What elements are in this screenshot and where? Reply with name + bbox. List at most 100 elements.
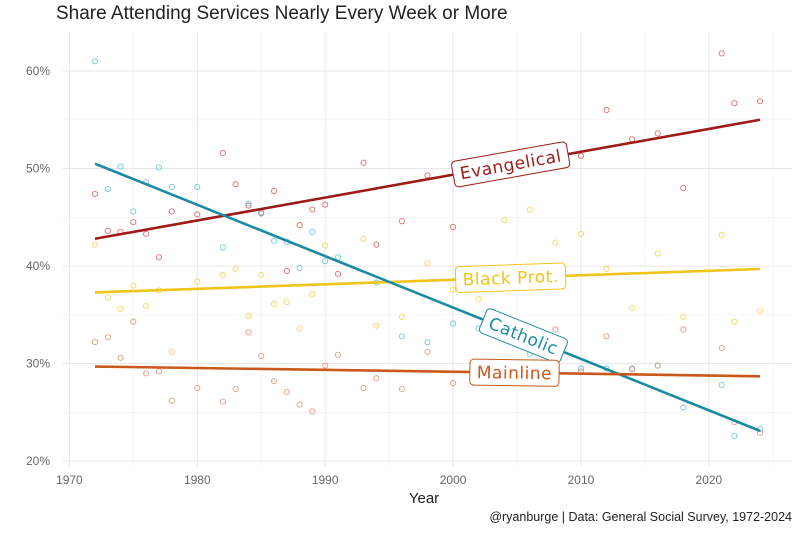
evangelical-label: Evangelical <box>451 141 571 188</box>
mainline-point <box>398 385 405 393</box>
evangelical-point <box>450 224 457 231</box>
x-tick-label: 2000 <box>440 473 467 487</box>
black-prot-point <box>168 348 175 355</box>
x-axis-ticks: 1970 1980 1990 2000 2010 2020 <box>56 473 722 487</box>
y-tick-label: 50% <box>26 162 50 176</box>
black-prot-point <box>258 271 265 278</box>
catholic-point <box>322 258 329 265</box>
catholic-trend-line <box>94 162 761 433</box>
x-tick-label: 2020 <box>696 473 723 487</box>
evangelical-point <box>270 187 278 195</box>
catholic-point <box>91 58 99 65</box>
x-tick-label: 1980 <box>184 473 211 487</box>
black-prot-point <box>398 313 405 320</box>
mainline-point <box>309 408 316 415</box>
series-labels: Evangelical Black Prot. Catholic Mainline <box>451 141 571 387</box>
evangelical-point <box>424 172 431 179</box>
evangelical-point <box>104 227 111 235</box>
x-axis-title: Year <box>409 490 439 507</box>
mainline-point <box>603 333 610 340</box>
catholic-label-box <box>478 308 568 364</box>
x-tick-label: 2010 <box>568 473 595 487</box>
evangelical-point <box>155 254 162 261</box>
chart-caption: @ryanburge | Data: General Social Survey… <box>489 510 792 524</box>
black-prot-point <box>91 241 99 248</box>
catholic-point <box>168 184 175 191</box>
black-prot-point <box>309 291 316 298</box>
catholic-label: Catholic <box>478 308 568 364</box>
mainline-point <box>258 352 265 359</box>
evangelical-trend-line <box>94 118 761 241</box>
evangelical-point <box>143 230 150 237</box>
black-prot-label-box <box>454 262 567 294</box>
mainline-point <box>270 378 278 385</box>
catholic-point <box>104 185 111 193</box>
mainline-point <box>104 334 111 341</box>
evangelical-point <box>398 218 405 225</box>
catholic-point <box>130 208 137 215</box>
catholic-point <box>219 244 226 251</box>
evangelical-point <box>309 206 316 213</box>
catholic-point <box>309 228 316 235</box>
mainline-point <box>373 375 380 382</box>
mainline-point <box>322 362 329 369</box>
evangelical-point <box>91 190 99 197</box>
mainline-point <box>680 326 687 333</box>
evangelical-point <box>360 159 367 166</box>
catholic-point <box>194 184 201 191</box>
mainline-point <box>168 397 175 404</box>
evangelical-point <box>219 149 226 156</box>
chart-title: Share Attending Services Nearly Every We… <box>56 3 508 24</box>
mainline-point <box>130 318 137 325</box>
catholic-point <box>270 237 278 244</box>
mainline-point <box>718 344 725 352</box>
x-tick-label: 1990 <box>312 473 339 487</box>
y-axis-ticks: 20% 30% 40% 50% 60% <box>26 64 50 468</box>
catholic-point <box>398 333 405 340</box>
mainline-point <box>91 339 99 346</box>
catholic-point <box>718 382 725 389</box>
evangelical-point <box>731 100 738 107</box>
black-prot-point <box>270 301 278 308</box>
catholic-point <box>334 254 342 261</box>
black-prot-point <box>424 260 431 267</box>
black-prot-label: Black Prot. <box>454 262 567 294</box>
y-tick-label: 60% <box>26 64 50 78</box>
y-tick-label: 40% <box>26 259 50 273</box>
black-prot-point <box>130 282 137 289</box>
y-tick-label: 30% <box>26 357 50 371</box>
evangelical-point <box>373 241 380 248</box>
evangelical-point <box>194 211 201 218</box>
black-prot-point <box>283 299 290 306</box>
catholic-point <box>577 365 585 372</box>
catholic-point <box>245 200 252 207</box>
black-prot-point <box>577 230 585 237</box>
black-prot-point <box>143 303 150 310</box>
mainline-point <box>219 398 226 405</box>
evangelical-label-box <box>451 141 571 188</box>
minor-gridlines <box>63 32 792 466</box>
black-prot-point <box>117 305 124 313</box>
mainline-point <box>360 384 367 392</box>
mainline-label: Mainline <box>469 358 560 387</box>
mainline-point <box>424 348 431 355</box>
black-prot-label-text: Black Prot. <box>462 267 559 290</box>
black-prot-point <box>756 307 764 314</box>
mainline-point <box>450 380 457 387</box>
catholic-point <box>296 264 303 272</box>
black-prot-point <box>629 304 636 312</box>
black-prot-point <box>194 278 201 285</box>
black-prot-point <box>322 242 329 249</box>
mainline-point <box>552 326 559 333</box>
evangelical-point <box>756 98 764 105</box>
black-prot-point <box>731 318 738 325</box>
catholic-point <box>155 164 162 171</box>
evangelical-point <box>130 219 137 226</box>
black-prot-point <box>654 250 661 257</box>
black-prot-point <box>373 322 380 329</box>
black-prot-point <box>680 313 687 320</box>
mainline-point <box>283 388 290 395</box>
black-prot-point <box>296 325 303 332</box>
mainline-point <box>654 362 661 369</box>
